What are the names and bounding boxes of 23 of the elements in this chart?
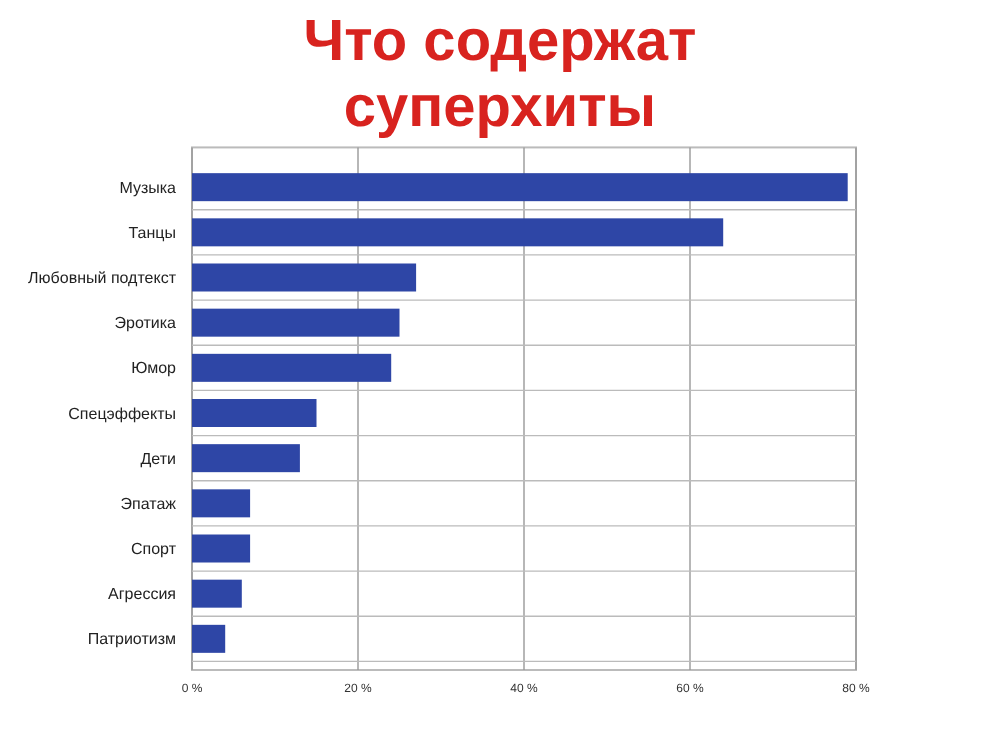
y-tick-label: Спорт bbox=[131, 540, 177, 559]
bar bbox=[192, 624, 226, 653]
y-tick-label: Танцы bbox=[128, 223, 177, 242]
y-tick-label: Патриотизм bbox=[87, 630, 176, 649]
bar bbox=[192, 489, 251, 518]
bar bbox=[192, 173, 848, 202]
bar bbox=[192, 579, 242, 608]
bar bbox=[192, 399, 317, 427]
bar bbox=[192, 444, 300, 473]
y-tick-label: Эротика bbox=[114, 314, 178, 333]
bar bbox=[192, 218, 724, 247]
bar bbox=[192, 534, 251, 563]
y-tick-label: Агрессия bbox=[108, 585, 176, 604]
y-tick-label: Любовный подтекст bbox=[28, 269, 177, 288]
y-tick-label: Юмор bbox=[131, 359, 178, 378]
y-tick-label: Спецэффекты bbox=[68, 404, 177, 423]
bar bbox=[192, 308, 400, 337]
bar bbox=[192, 263, 417, 292]
y-tick-label: Музыка bbox=[119, 178, 178, 197]
y-tick-label: Эпатаж bbox=[120, 494, 178, 513]
chart-title: Что содержат суперхиты bbox=[303, 10, 697, 140]
y-tick-label: Дети bbox=[140, 449, 176, 468]
bar bbox=[192, 353, 392, 382]
